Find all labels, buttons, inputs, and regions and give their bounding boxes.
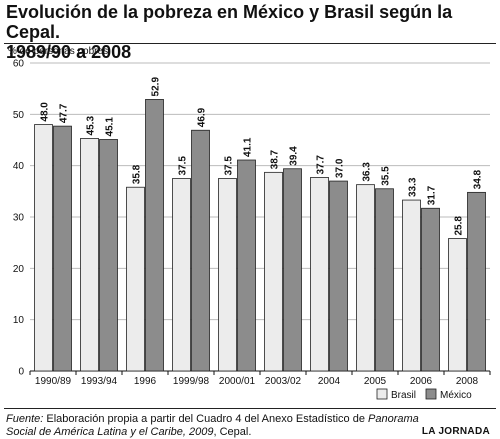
bar-value-label: 35.5: [381, 166, 392, 186]
x-tick-label: 1999/98: [173, 376, 210, 387]
bar-mexico: [329, 180, 348, 372]
chart-title: Evolución de la pobreza en México y Bras…: [6, 2, 498, 62]
bottom-rule: [4, 408, 496, 409]
legend-swatch-mexico: [425, 388, 437, 400]
bar-brasil: [264, 171, 283, 372]
bar-value-label: 33.3: [408, 177, 419, 197]
x-tick-label: 1993/94: [81, 376, 118, 387]
y-tick-label: 60: [13, 59, 25, 70]
x-tick-label: 2005: [364, 376, 387, 387]
legend-label-mexico: México: [440, 390, 472, 401]
bar-value-label: 37.5: [224, 156, 235, 176]
bar-mexico: [53, 125, 72, 372]
y-tick-label: 30: [13, 213, 25, 224]
x-tick-label: 2006: [410, 376, 433, 387]
bar-mexico: [421, 207, 440, 372]
source-label: Fuente:: [6, 413, 44, 425]
legend-label-brasil: Brasil: [391, 390, 416, 401]
legend-swatch-brasil: [376, 388, 388, 400]
bar-value-label: 38.7: [270, 149, 281, 169]
bar-brasil: [356, 184, 375, 372]
x-tick-label: 2000/01: [219, 376, 256, 387]
top-rule: [4, 43, 496, 44]
bar-value-label: 25.8: [454, 216, 465, 236]
bar-value-label: 45.3: [86, 116, 97, 136]
bar-value-label: 46.9: [197, 107, 208, 127]
x-tick-label: 2003/02: [265, 376, 302, 387]
bar-value-label: 52.9: [151, 77, 162, 97]
x-tick-label: 2008: [456, 376, 479, 387]
bar-brasil: [218, 178, 237, 372]
bar-brasil: [310, 177, 329, 372]
bar-value-label: 48.0: [40, 102, 51, 122]
y-tick-label: 20: [13, 264, 25, 275]
x-tick-label: 1996: [134, 376, 157, 387]
bar-mexico: [191, 129, 210, 372]
bar-brasil: [448, 238, 467, 372]
chart-title-line-2: 1989/90 a 2008: [6, 42, 132, 62]
bar-value-label: 37.0: [335, 158, 346, 178]
bar-mexico: [99, 139, 118, 372]
y-tick-label: 40: [13, 161, 25, 172]
bar-value-label: 39.4: [289, 146, 300, 166]
y-tick-label: 10: [13, 315, 25, 326]
source-publication: Panorama Social de América Latina y el C…: [6, 413, 419, 438]
bar-value-label: 41.1: [243, 137, 254, 157]
bar-mexico: [237, 159, 256, 372]
bar-value-label: 36.3: [362, 162, 373, 182]
y-tick-label: 0: [18, 367, 24, 378]
brand-logo-text: LA JORNADA: [421, 426, 490, 437]
bar-value-label: 31.7: [427, 185, 438, 205]
bar-mexico: [375, 188, 394, 372]
source-text-a: Elaboración propia a partir del Cuadro 4…: [43, 413, 369, 425]
chart-title-line-1: Evolución de la pobreza en México y Bras…: [6, 2, 453, 42]
bar-value-label: 45.1: [105, 117, 116, 137]
bar-value-label: 47.7: [59, 103, 70, 123]
bar-mexico: [145, 99, 164, 372]
y-tick-label: 50: [13, 110, 25, 121]
bar-brasil: [172, 178, 191, 372]
bar-value-label: 37.5: [178, 156, 189, 176]
bar-value-label: 35.8: [132, 164, 143, 184]
bar-brasil: [126, 186, 145, 372]
bar-brasil: [34, 124, 53, 372]
bar-brasil: [402, 199, 421, 372]
source-text-b: , Cepal.: [213, 426, 252, 438]
bar-mexico: [283, 168, 302, 372]
x-tick-label: 1990/89: [35, 376, 72, 387]
bar-brasil: [80, 138, 99, 372]
source-note: Fuente: Elaboración propia a partir del …: [6, 413, 426, 439]
bar-mexico: [467, 191, 486, 372]
x-tick-label: 2004: [318, 376, 341, 387]
bar-value-label: 37.7: [316, 155, 327, 175]
bar-value-label: 34.8: [473, 169, 484, 189]
y-axis-label: % de personas pobres: [8, 46, 108, 57]
